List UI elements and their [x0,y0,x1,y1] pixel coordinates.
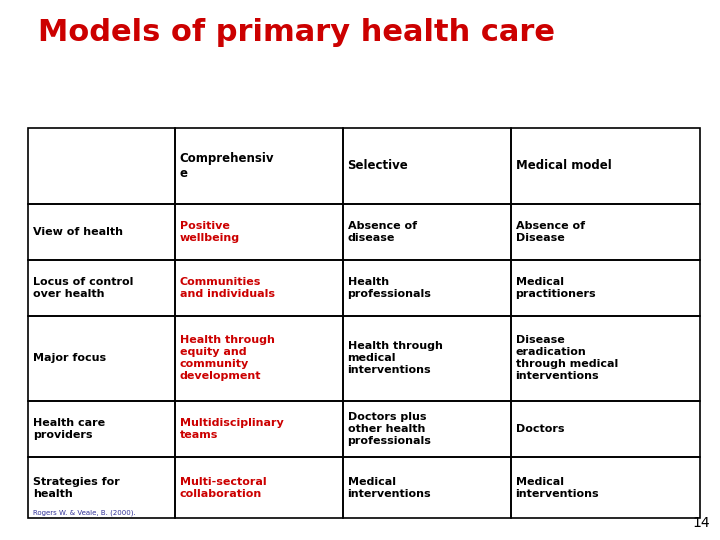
Text: Selective: Selective [348,159,408,172]
Text: Comprehensiv
e: Comprehensiv e [179,152,274,180]
Bar [510,260,700,316]
Text: Disease
eradication
through medical
interventions: Disease eradication through medical inte… [516,335,618,381]
Bar [510,204,700,260]
Text: Absence of
Disease: Absence of Disease [516,221,585,242]
Bar [510,316,700,401]
Text: Doctors plus
other health
professionals: Doctors plus other health professionals [348,412,431,446]
Bar [28,204,174,260]
Bar [343,128,510,204]
Text: Health through
medical
interventions: Health through medical interventions [348,341,442,375]
Bar [343,204,510,260]
Text: Medical
interventions: Medical interventions [516,476,599,498]
Text: Positive
wellbeing: Positive wellbeing [179,221,240,242]
Bar [343,316,510,401]
Bar [28,260,174,316]
Bar [343,457,510,518]
Bar [510,128,700,204]
Text: Strategies for
health: Strategies for health [33,476,120,498]
Bar [28,401,174,457]
Bar [510,457,700,518]
Bar [510,401,700,457]
Bar [28,128,174,204]
Bar [174,204,343,260]
Text: Medical
interventions: Medical interventions [348,476,431,498]
Text: Health care
providers: Health care providers [33,418,105,440]
Text: Doctors: Doctors [516,424,564,434]
Text: 14: 14 [693,516,710,530]
Bar [174,401,343,457]
Bar [174,316,343,401]
Bar [343,401,510,457]
Text: Locus of control
over health: Locus of control over health [33,276,133,299]
Text: Health
professionals: Health professionals [348,276,431,299]
Text: Health through
equity and
community
development: Health through equity and community deve… [179,335,274,381]
Text: Multidisciplinary
teams: Multidisciplinary teams [179,418,283,440]
Text: View of health: View of health [33,227,123,237]
Text: Absence of
disease: Absence of disease [348,221,417,242]
Text: Medical
practitioners: Medical practitioners [516,276,596,299]
Text: Rogers W. & Veale, B. (2000).: Rogers W. & Veale, B. (2000). [33,510,136,516]
Text: Medical model: Medical model [516,159,611,172]
Bar [174,260,343,316]
Text: Models of primary health care: Models of primary health care [38,18,555,47]
Bar [174,457,343,518]
Text: Major focus: Major focus [33,353,106,363]
Text: Communities
and individuals: Communities and individuals [179,276,274,299]
Bar [28,316,174,401]
Bar [343,260,510,316]
Text: Multi-sectoral
collaboration: Multi-sectoral collaboration [179,476,266,498]
Bar [28,457,174,518]
Bar [174,128,343,204]
